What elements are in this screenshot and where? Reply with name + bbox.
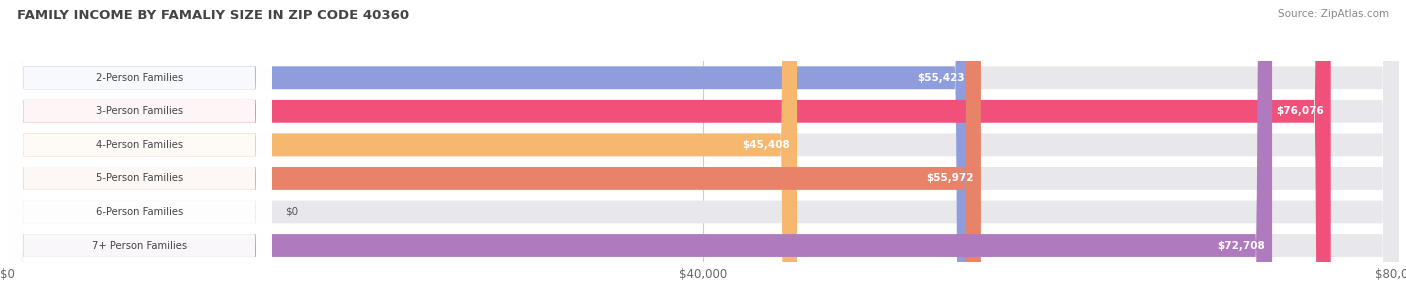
FancyBboxPatch shape	[7, 0, 1272, 305]
Text: $45,408: $45,408	[742, 140, 790, 150]
Text: $72,708: $72,708	[1218, 241, 1265, 250]
FancyBboxPatch shape	[7, 0, 1330, 305]
FancyBboxPatch shape	[7, 0, 271, 305]
FancyBboxPatch shape	[7, 0, 1399, 305]
FancyBboxPatch shape	[7, 0, 271, 305]
FancyBboxPatch shape	[7, 0, 981, 305]
FancyBboxPatch shape	[7, 0, 271, 305]
FancyBboxPatch shape	[7, 0, 1399, 305]
Text: 5-Person Families: 5-Person Families	[96, 174, 183, 183]
Text: Source: ZipAtlas.com: Source: ZipAtlas.com	[1278, 9, 1389, 19]
FancyBboxPatch shape	[7, 0, 1399, 305]
Text: 7+ Person Families: 7+ Person Families	[91, 241, 187, 250]
Text: $0: $0	[285, 207, 298, 217]
FancyBboxPatch shape	[7, 0, 1399, 305]
Text: FAMILY INCOME BY FAMALIY SIZE IN ZIP CODE 40360: FAMILY INCOME BY FAMALIY SIZE IN ZIP COD…	[17, 9, 409, 22]
Text: 6-Person Families: 6-Person Families	[96, 207, 183, 217]
FancyBboxPatch shape	[7, 0, 271, 305]
FancyBboxPatch shape	[7, 0, 1399, 305]
FancyBboxPatch shape	[7, 0, 271, 305]
Text: $55,972: $55,972	[927, 174, 974, 183]
FancyBboxPatch shape	[7, 0, 271, 305]
Text: 2-Person Families: 2-Person Families	[96, 73, 183, 83]
FancyBboxPatch shape	[7, 0, 1399, 305]
FancyBboxPatch shape	[7, 0, 797, 305]
FancyBboxPatch shape	[7, 0, 972, 305]
Text: 4-Person Families: 4-Person Families	[96, 140, 183, 150]
Text: $55,423: $55,423	[917, 73, 965, 83]
Text: $76,076: $76,076	[1277, 106, 1323, 116]
Text: 3-Person Families: 3-Person Families	[96, 106, 183, 116]
